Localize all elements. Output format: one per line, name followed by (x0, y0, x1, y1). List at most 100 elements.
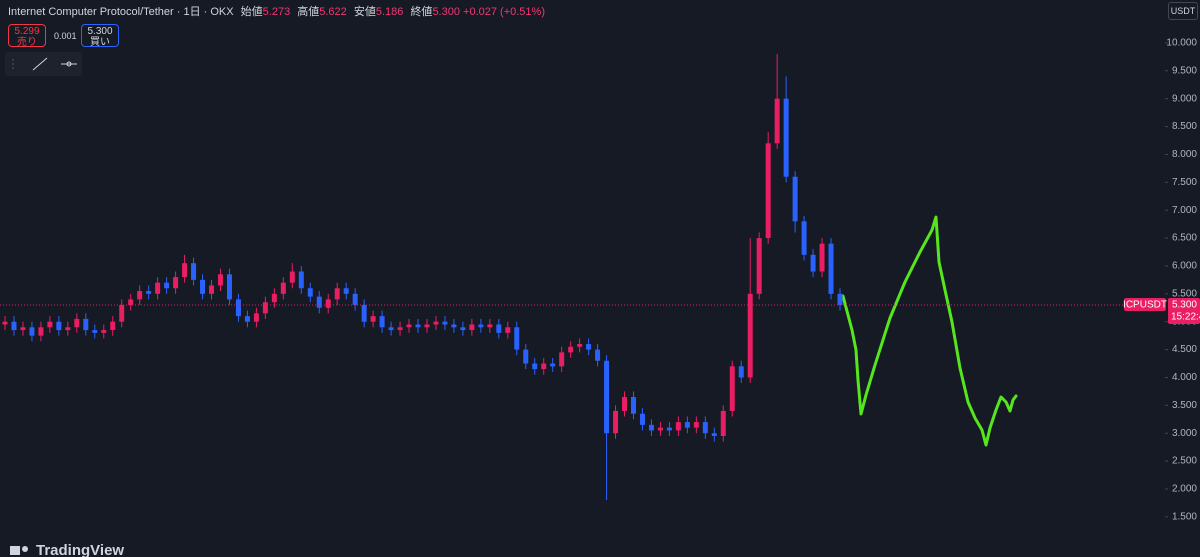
candle-body (666, 427, 672, 431)
candle-body (819, 243, 825, 272)
sell-label: 売り (17, 37, 37, 48)
open-label: 始値 (240, 6, 263, 18)
countdown: 15:22:4 (1171, 312, 1200, 323)
candle-body (747, 293, 753, 378)
candle-body (702, 422, 708, 434)
candle-body (469, 324, 475, 331)
candle-body (801, 221, 807, 255)
y-tick-label: 3.500 (1172, 400, 1197, 411)
candle-body (56, 321, 62, 331)
candle-body (191, 263, 197, 280)
candle-body (684, 422, 690, 428)
candle-body (424, 324, 430, 328)
low: 5.186 (375, 6, 404, 18)
candle-body (316, 296, 322, 308)
candle-body (137, 291, 143, 300)
candle-body (155, 282, 161, 294)
y-tick-label: 3.000 (1172, 428, 1197, 439)
y-tick-label: 1.500 (1172, 511, 1197, 522)
candle-body (253, 313, 259, 322)
header: Internet Computer Protocol/Tether · 1日 ·… (8, 3, 545, 19)
candle-body (173, 277, 179, 289)
candle-body (613, 410, 619, 434)
candle-body (810, 254, 816, 272)
candle-body (110, 321, 116, 331)
y-tick-label: 8.500 (1172, 121, 1197, 132)
candle-body (217, 274, 223, 286)
candle-body (20, 327, 26, 331)
buy-button[interactable]: 5.300 買い (81, 24, 119, 48)
candle-body (361, 304, 367, 322)
candle-body (828, 243, 834, 294)
candle-body (83, 318, 89, 331)
candle-body (370, 316, 376, 322)
spread: 0.001 (54, 31, 77, 41)
candle-body (630, 396, 636, 414)
logo (10, 546, 28, 555)
candle-body (271, 293, 277, 303)
y-tick-label: 6.000 (1172, 261, 1197, 272)
candle-body (774, 98, 780, 144)
candle-body (47, 321, 53, 328)
candle-body (164, 282, 170, 289)
drawing-toolbar[interactable] (5, 52, 82, 76)
candle-body (738, 366, 744, 378)
symbol[interactable]: Internet Computer Protocol/Tether · 1日 ·… (8, 6, 234, 18)
y-tick-label: 10.000 (1166, 38, 1197, 49)
y-tick-label: 2.000 (1172, 484, 1197, 495)
y-tick-label: 7.500 (1172, 177, 1197, 188)
currency-button[interactable]: USDT (1168, 2, 1198, 20)
y-tick-label: 4.500 (1172, 344, 1197, 355)
candle-body (209, 285, 215, 294)
candle-body (325, 299, 331, 308)
candle-body (604, 360, 610, 434)
candle-body (639, 413, 645, 425)
candle-body (397, 327, 403, 331)
candle-body (693, 422, 699, 428)
candle-body (11, 321, 17, 331)
candle-body (406, 324, 412, 328)
last-price-box (1168, 297, 1200, 324)
candle-body (433, 321, 439, 325)
candle-body (460, 327, 466, 331)
candle-body (837, 293, 843, 305)
candle-body (496, 324, 502, 333)
candle-body (622, 396, 628, 411)
y-tick-label: 6.500 (1172, 233, 1197, 244)
candle-body (720, 410, 726, 437)
candle-body (532, 363, 538, 370)
candle-body (244, 316, 250, 322)
candle-body (38, 327, 44, 336)
candle-body (478, 324, 484, 328)
candle-body (451, 324, 457, 328)
candle-body (541, 363, 547, 370)
candle-body (559, 352, 565, 367)
candle-body (568, 346, 574, 353)
brand: TradingView (36, 542, 125, 557)
y-tick-label: 2.500 (1172, 456, 1197, 467)
candle-body (65, 327, 71, 331)
candle-body (514, 327, 520, 350)
price-axis (1165, 0, 1200, 557)
candle-body (298, 271, 304, 289)
sell-button[interactable]: 5.299 売り (8, 24, 46, 48)
candle-body (711, 433, 717, 437)
y-tick-label: 9.000 (1172, 93, 1197, 104)
candle-body (146, 291, 152, 294)
open: 5.273 (262, 6, 291, 18)
close: 5.300 (432, 6, 460, 18)
candle-body (280, 282, 286, 294)
candle-body (29, 327, 35, 336)
candle-body (334, 288, 340, 300)
candle-body (343, 288, 349, 294)
candle-body (765, 143, 771, 239)
candle-body (415, 324, 421, 328)
buy-label: 買い (90, 37, 110, 48)
candle-body (235, 299, 241, 317)
candle-body (2, 321, 8, 325)
close-label: 終値 (410, 6, 433, 18)
high: 5.622 (319, 6, 347, 18)
candle-body (74, 318, 80, 328)
low-label: 安値 (353, 6, 376, 18)
